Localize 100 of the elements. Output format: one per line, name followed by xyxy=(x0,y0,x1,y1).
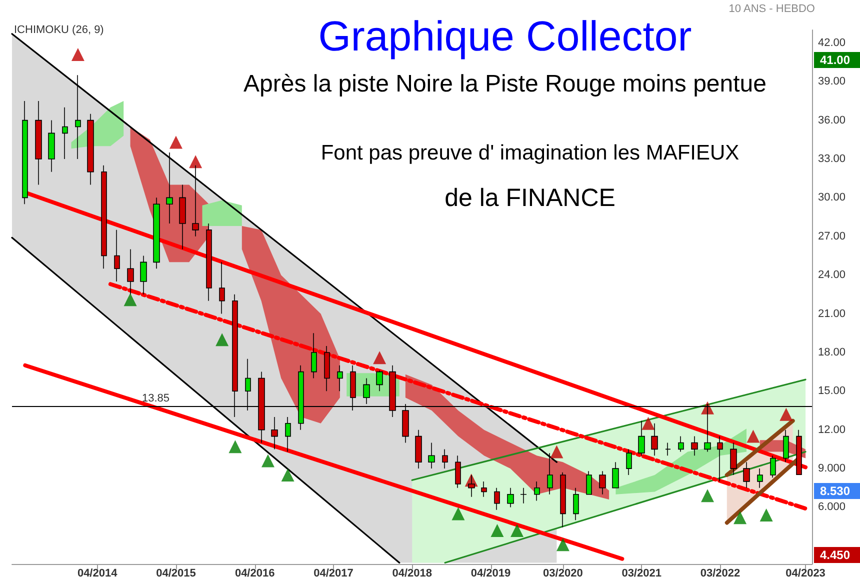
y-tick-label: 15.00 xyxy=(818,385,846,398)
point xyxy=(642,416,655,430)
candlestick xyxy=(730,442,737,476)
candlestick xyxy=(428,442,435,469)
candlestick xyxy=(599,470,606,495)
y-tick-label: 6.000 xyxy=(818,501,846,514)
x-tick-label: 03/2020 xyxy=(543,568,583,580)
point xyxy=(734,511,747,524)
candlestick xyxy=(665,442,671,456)
point xyxy=(189,155,202,168)
candlestick xyxy=(48,120,55,172)
x-tick-label: 04/2023 xyxy=(786,568,826,580)
point xyxy=(281,468,294,482)
candlestick xyxy=(638,420,645,456)
y-tick-label: 9.000 xyxy=(818,462,846,475)
y-tick-label: 39.00 xyxy=(818,76,846,88)
candlestick xyxy=(311,332,317,379)
annotation: Font pas preuve d' imagination les MAFIEUX xyxy=(320,142,740,164)
point xyxy=(510,524,524,537)
candlestick xyxy=(770,455,776,478)
x-tick-label: 04/2017 xyxy=(314,568,354,580)
text: 10 ANS - HEBDO xyxy=(728,3,816,15)
x-tick-label: 04/2016 xyxy=(234,568,275,580)
annotation: de la FINANCE xyxy=(444,184,616,212)
candlestick xyxy=(271,416,278,450)
y-tick-label: 27.00 xyxy=(818,230,846,242)
candlestick xyxy=(560,472,566,528)
y-tick-label: 33.00 xyxy=(818,152,846,165)
candlestick xyxy=(442,448,448,469)
candlestick xyxy=(468,474,475,498)
annotation: ICHIMOKU (26, 9) xyxy=(14,24,104,36)
y-tick-label: 24.00 xyxy=(818,269,846,282)
candlestick xyxy=(285,416,291,452)
point xyxy=(490,524,504,537)
point xyxy=(452,507,465,520)
candlestick xyxy=(678,436,684,452)
x-tick-label: 04/2015 xyxy=(156,568,196,580)
candlestick xyxy=(363,378,370,404)
candlestick xyxy=(757,468,763,488)
chart-title: Graphique Collector xyxy=(318,12,692,60)
point xyxy=(261,454,274,468)
candlestick xyxy=(783,429,789,462)
candlestick xyxy=(534,481,540,502)
candlestick xyxy=(691,436,698,456)
y-tick-label: 30.00 xyxy=(818,192,846,204)
candlestick xyxy=(206,223,212,302)
point xyxy=(169,136,182,149)
y-tick-label: 18.00 xyxy=(818,346,846,358)
y-tick-label: 12.00 xyxy=(818,424,846,436)
point xyxy=(228,440,242,454)
candlestick xyxy=(87,113,94,186)
point xyxy=(780,408,793,421)
point xyxy=(373,351,386,364)
candlestick xyxy=(62,106,68,160)
point xyxy=(124,293,137,306)
candlestick xyxy=(35,100,42,186)
point xyxy=(71,48,84,62)
text: Après la piste Noire la Piste Rouge moins pentue xyxy=(244,70,766,98)
x-tick-label: 04/2018 xyxy=(392,568,432,580)
text: 41.00 xyxy=(820,53,850,67)
candlestick xyxy=(219,262,225,314)
candlestick xyxy=(153,197,160,270)
text: 4.450 xyxy=(820,548,850,562)
candlestick xyxy=(612,462,619,488)
point xyxy=(550,445,564,458)
candlestick xyxy=(717,436,723,482)
candlestick xyxy=(75,74,81,160)
candlestick xyxy=(573,488,579,521)
x-tick-label: 03/2022 xyxy=(700,568,740,580)
y-tick-label: 42.00 xyxy=(818,36,846,49)
candlestick xyxy=(415,429,422,469)
y-tick-label: 36.00 xyxy=(818,114,846,126)
candlestick xyxy=(796,429,802,476)
candlestick xyxy=(520,488,527,504)
candlestick xyxy=(586,470,592,495)
candlestick xyxy=(337,364,343,392)
y-tick-label: 21.00 xyxy=(818,308,846,320)
candlestick xyxy=(455,455,461,488)
point xyxy=(746,430,760,443)
candlestick xyxy=(101,165,107,270)
candlestick xyxy=(166,152,173,224)
point xyxy=(216,333,229,346)
ref-line-label: 13.85 xyxy=(142,392,170,404)
candlestick xyxy=(127,248,134,295)
candlestick xyxy=(626,448,632,476)
text: 8.530 xyxy=(820,484,850,498)
candlestick xyxy=(179,184,186,250)
candlestick xyxy=(114,230,120,282)
point xyxy=(556,538,570,552)
candlestick xyxy=(494,488,500,510)
candlestick xyxy=(376,370,383,392)
point xyxy=(760,508,773,522)
candlestick xyxy=(140,255,147,295)
candlestick xyxy=(22,100,28,205)
candlestick xyxy=(743,462,750,488)
candlestick xyxy=(507,488,514,508)
x-tick-label: 04/2019 xyxy=(470,568,511,580)
point xyxy=(701,489,714,502)
candlestick xyxy=(481,481,487,498)
x-tick-label: 04/2014 xyxy=(77,568,118,580)
